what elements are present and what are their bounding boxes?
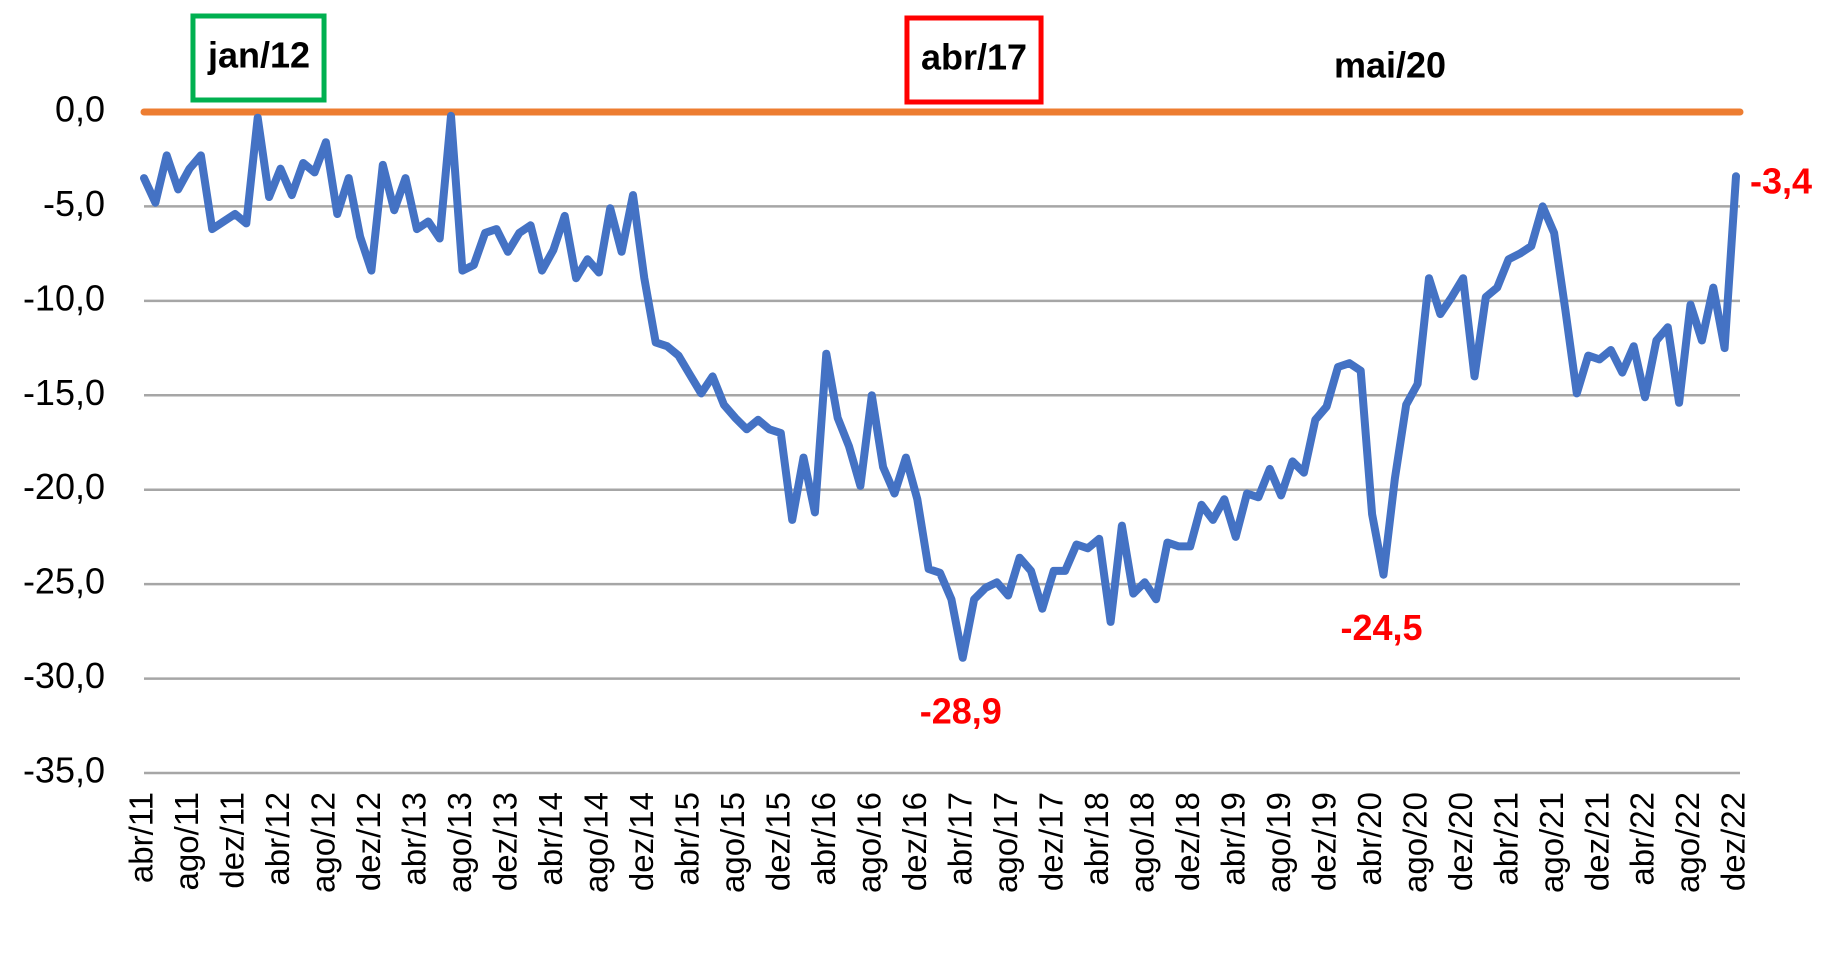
annotation-box <box>190 13 327 103</box>
y-tick-label: -15,0 <box>23 372 105 413</box>
data-line <box>140 111 1740 662</box>
y-tick-label: -5,0 <box>43 183 105 224</box>
annotation: jan/12 <box>207 35 310 76</box>
x-tick-label: ago/19 <box>1260 792 1297 893</box>
x-tick-label: dez/17 <box>1032 792 1069 891</box>
x-tick-label: abr/13 <box>396 792 433 886</box>
x-tick-label: abr/16 <box>805 792 842 886</box>
value-label: -3,4 <box>1750 161 1812 202</box>
annotation: mai/20 <box>1334 45 1446 86</box>
x-tick-label: dez/22 <box>1715 792 1752 891</box>
x-tick-label: ago/17 <box>987 792 1024 893</box>
x-tick-label: abr/15 <box>669 792 706 886</box>
x-tick-label: dez/11 <box>214 792 251 889</box>
value-label: -24,5 <box>1340 607 1422 648</box>
x-tick-label: abr/22 <box>1624 792 1661 886</box>
y-tick-label: -30,0 <box>23 655 105 696</box>
annotation: abr/17 <box>921 37 1027 78</box>
x-tick-label: dez/14 <box>623 792 660 891</box>
x-tick-label: ago/11 <box>168 792 205 890</box>
x-tick-label: dez/18 <box>1169 792 1206 891</box>
x-tick-label: abr/19 <box>1214 792 1251 886</box>
x-tick-label: dez/12 <box>350 792 387 891</box>
x-tick-label: dez/16 <box>896 792 933 891</box>
x-tick-label: ago/16 <box>850 792 887 893</box>
x-tick-label: abr/18 <box>1078 792 1115 886</box>
value-label: -28,9 <box>920 690 1002 731</box>
x-tick-label: ago/13 <box>441 792 478 893</box>
x-tick-label: ago/18 <box>1123 792 1160 893</box>
x-tick-label: ago/14 <box>578 792 615 893</box>
x-tick-label: dez/21 <box>1578 792 1615 891</box>
y-tick-label: -35,0 <box>23 750 105 791</box>
x-tick-label: ago/20 <box>1396 792 1433 893</box>
x-tick-label: ago/12 <box>305 792 342 893</box>
y-tick-label: -25,0 <box>23 561 105 602</box>
x-tick-label: dez/15 <box>760 792 797 891</box>
x-tick-label: ago/21 <box>1533 792 1570 893</box>
x-tick-label: abr/17 <box>941 792 978 886</box>
x-tick-label: ago/22 <box>1669 792 1706 893</box>
x-tick-label: abr/14 <box>532 792 569 886</box>
x-tick-label: ago/15 <box>714 792 751 893</box>
x-tick-label: dez/20 <box>1442 792 1479 891</box>
annotation-box <box>904 15 1044 105</box>
x-tick-label: dez/13 <box>487 792 524 891</box>
x-tick-label: abr/21 <box>1487 792 1524 886</box>
x-tick-label: dez/19 <box>1305 792 1342 891</box>
x-tick-label: abr/12 <box>259 792 296 886</box>
x-tick-label: abr/20 <box>1351 792 1388 886</box>
y-tick-label: -20,0 <box>23 466 105 507</box>
x-tick-label: abr/11 <box>123 792 160 883</box>
y-tick-label: -10,0 <box>23 277 105 318</box>
y-tick-label: 0,0 <box>55 89 105 130</box>
